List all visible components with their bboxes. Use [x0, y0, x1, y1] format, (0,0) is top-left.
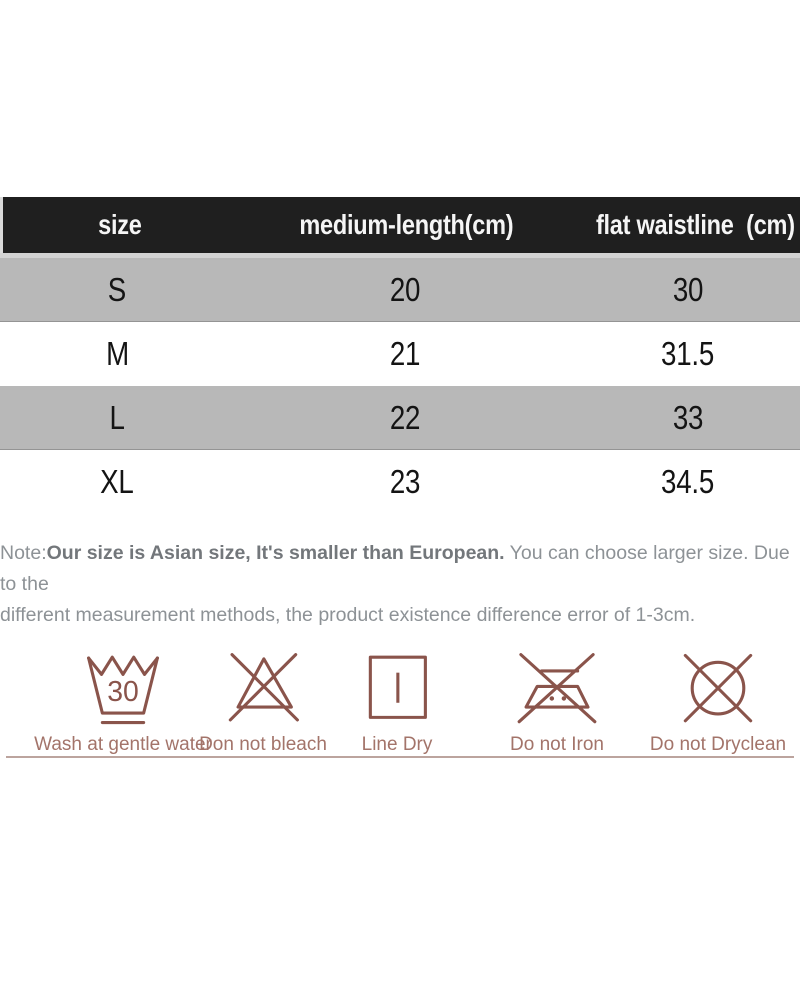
care-label: Line Dry	[361, 734, 433, 755]
care-label: Do not Dryclean	[649, 734, 787, 755]
care-item-iron: Do not Iron	[497, 646, 617, 756]
cell-size: L	[109, 398, 125, 436]
cell-medium-length: 21	[390, 335, 421, 372]
size-table-header-row: size medium-length(cm) flat waistline (c…	[0, 197, 800, 253]
header-cell-size: size	[98, 209, 142, 240]
cell-flat-waistline: 30	[672, 270, 704, 308]
care-item-dryclean: Do not Dryclean	[642, 646, 794, 756]
care-label: Wash at gentle water	[34, 734, 212, 755]
table-row-s: S 20 30	[0, 258, 800, 322]
cell-size: S	[108, 270, 127, 308]
cell-size: M	[105, 335, 129, 372]
cell-flat-waistline: 34.5	[661, 463, 715, 500]
cell-medium-length: 20	[390, 270, 421, 308]
cell-size: XL	[100, 463, 134, 500]
care-item-wash: 30 Wash at gentle water	[34, 646, 212, 756]
bottom-divider-line	[6, 756, 794, 758]
size-table: size medium-length(cm) flat waistline (c…	[0, 197, 800, 514]
table-row-m: M 21 31.5	[0, 322, 800, 386]
care-item-line-dry: Line Dry	[347, 646, 447, 756]
table-row-l: L 22 33	[0, 386, 800, 450]
size-note: Note:Our size is Asian size, It's smalle…	[0, 538, 800, 631]
care-label: Do not Iron	[510, 734, 604, 755]
note-rest-text: You can choose larger size. Due to the	[0, 542, 790, 595]
care-item-bleach: Don not bleach	[193, 646, 333, 756]
cell-medium-length: 22	[390, 398, 421, 436]
note-line-2: different measurement methods, the produ…	[0, 604, 696, 626]
note-bold-text: Our size is Asian size, It's smaller tha…	[46, 542, 505, 564]
cell-flat-waistline: 31.5	[661, 335, 715, 372]
header-cell-medium-length: medium-length(cm)	[299, 209, 514, 240]
wash-gentle-icon: 30	[87, 655, 159, 725]
care-label: Don not bleach	[199, 734, 327, 755]
cell-flat-waistline: 33	[672, 398, 704, 436]
do-not-iron-icon	[517, 653, 597, 724]
line-dry-icon	[368, 655, 427, 719]
table-row-xl: XL 23 34.5	[0, 450, 800, 514]
do-not-dryclean-icon	[683, 653, 753, 723]
cell-medium-length: 23	[390, 463, 421, 500]
do-not-bleach-icon	[228, 653, 299, 722]
note-line-1: Note:Our size is Asian size, It's smalle…	[0, 538, 800, 600]
wash-temperature-label: 30	[107, 676, 139, 708]
note-prefix: Note:	[0, 542, 47, 564]
table-header-divider	[0, 253, 800, 258]
header-cell-flat-waistline: flat waistline (cm)	[595, 209, 795, 240]
